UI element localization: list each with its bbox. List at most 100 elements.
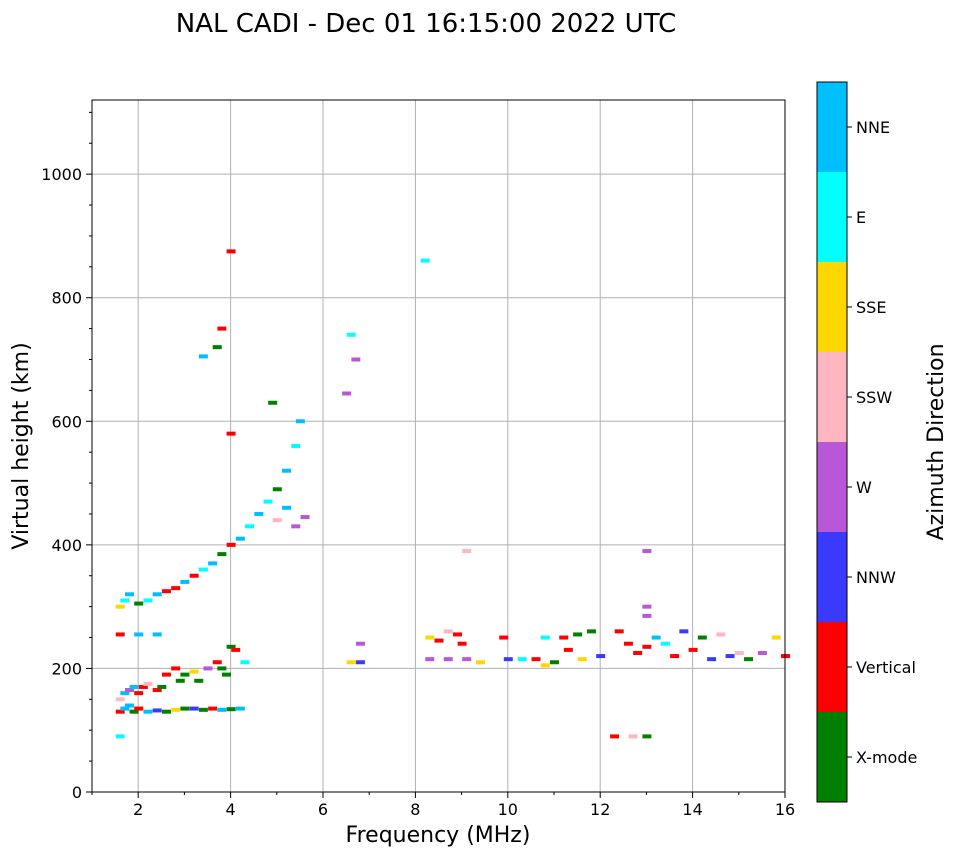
y-tick-label: 0 <box>72 783 82 802</box>
data-point <box>212 345 222 350</box>
data-point <box>499 635 509 640</box>
colorbar-title: Azimuth Direction <box>924 343 949 540</box>
data-point <box>272 487 282 492</box>
data-point <box>180 706 190 711</box>
data-point <box>115 604 125 609</box>
data-point <box>351 357 361 362</box>
colorbar-segment <box>817 82 847 172</box>
data-point <box>476 660 486 665</box>
x-tick-label: 6 <box>318 800 328 819</box>
data-point <box>443 657 453 662</box>
data-point <box>642 604 652 609</box>
data-point <box>226 249 236 254</box>
data-point <box>596 654 606 659</box>
data-point <box>143 681 153 686</box>
data-point <box>217 326 227 331</box>
data-point <box>189 706 199 711</box>
data-point <box>531 657 541 662</box>
colorbar-label: NNW <box>856 568 896 587</box>
data-point <box>217 552 227 557</box>
data-point <box>503 657 513 662</box>
data-point <box>134 706 144 711</box>
data-point <box>138 684 148 689</box>
data-point <box>346 332 356 337</box>
data-point <box>254 511 264 516</box>
y-tick-label: 200 <box>51 659 82 678</box>
data-point <box>633 650 643 655</box>
chart-title: NAL CADI - Dec 01 16:15:00 2022 UTC <box>176 9 676 39</box>
data-point <box>161 589 171 594</box>
data-point <box>157 684 167 689</box>
y-tick-label: 400 <box>51 536 82 555</box>
data-point <box>208 561 218 566</box>
data-point <box>124 592 134 597</box>
data-point <box>744 657 754 662</box>
data-point <box>221 672 231 677</box>
data-point <box>707 657 717 662</box>
data-point <box>679 629 689 634</box>
colorbar-frame <box>816 81 848 803</box>
data-point <box>143 709 153 714</box>
data-point <box>628 734 638 739</box>
colorbar-label: E <box>856 208 866 227</box>
colorbar-segment <box>817 262 847 352</box>
data-point <box>208 706 218 711</box>
data-point <box>152 688 162 693</box>
y-tick-label: 1000 <box>41 165 82 184</box>
plot-frame <box>91 99 786 793</box>
data-point <box>161 709 171 714</box>
data-point <box>457 641 467 646</box>
data-point <box>517 657 527 662</box>
data-point <box>559 635 569 640</box>
data-point <box>235 536 245 541</box>
data-point <box>203 666 213 671</box>
colorbar-label: X-mode <box>856 748 917 767</box>
data-point <box>120 691 130 696</box>
data-point <box>235 706 245 711</box>
colorbar-segment <box>817 712 847 802</box>
data-point <box>115 632 125 637</box>
data-point <box>231 647 241 652</box>
data-point <box>129 684 139 689</box>
data-point <box>642 644 652 649</box>
data-point <box>152 708 162 713</box>
data-point <box>161 672 171 677</box>
data-point <box>194 678 204 683</box>
data-point <box>134 632 144 637</box>
data-point <box>462 549 472 554</box>
data-point <box>282 468 292 473</box>
colorbar-segment <box>817 622 847 712</box>
colorbar-segment <box>817 172 847 262</box>
data-point <box>563 647 573 652</box>
y-tick-label: 600 <box>51 412 82 431</box>
data-point <box>115 709 125 714</box>
data-point <box>550 660 559 665</box>
data-point <box>198 354 208 359</box>
data-point <box>217 666 227 671</box>
data-point <box>175 678 185 683</box>
data-point <box>425 635 435 640</box>
data-point <box>651 635 661 640</box>
y-axis-label: Virtual height (km) <box>9 342 34 549</box>
data-point <box>217 707 227 712</box>
data-point <box>143 598 153 603</box>
x-tick-label: 8 <box>410 800 420 819</box>
data-point <box>573 632 583 637</box>
colorbar-label: NNE <box>856 118 890 137</box>
data-point <box>263 499 273 504</box>
data-point <box>198 707 208 712</box>
data-point <box>697 635 707 640</box>
x-tick-label: 12 <box>590 800 610 819</box>
data-point <box>462 657 472 662</box>
data-point <box>180 579 190 584</box>
x-tick-label: 16 <box>775 800 795 819</box>
data-point <box>725 654 735 659</box>
data-point <box>152 592 162 597</box>
data-point <box>586 629 596 634</box>
data-point <box>198 567 208 572</box>
data-point <box>295 419 305 424</box>
data-point <box>642 734 652 739</box>
data-point <box>443 629 453 634</box>
data-point <box>124 688 134 693</box>
data-point <box>642 549 652 554</box>
